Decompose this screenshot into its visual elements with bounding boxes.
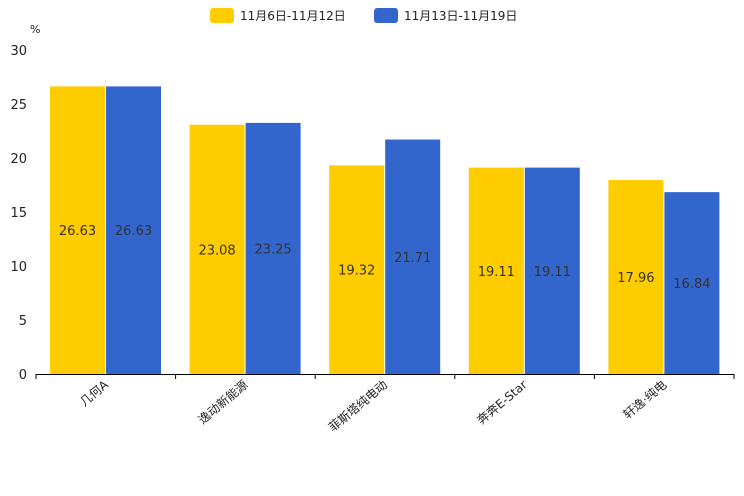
x-axis: 几何A 逸动新能源 菲斯塔纯电动 奔奔E-Star 轩逸·纯电 [35, 374, 735, 435]
bar [50, 86, 105, 375]
y-tick-label: 15 [10, 206, 27, 221]
y-tick-label: 0 [19, 368, 27, 383]
bar [524, 167, 580, 374]
legend-label-series-1: 11月6日-11月12日 [240, 9, 346, 23]
legend-swatch-series-2 [374, 8, 398, 23]
x-category-label: 几何A [77, 377, 111, 409]
data-label: 16.84 [673, 277, 710, 292]
bar [329, 165, 385, 374]
data-label: 19.11 [534, 265, 571, 280]
data-label: 19.32 [338, 264, 375, 279]
y-tick-label: 30 [10, 44, 27, 59]
x-category-label: 逸动新能源 [195, 377, 251, 427]
data-label: 19.11 [478, 265, 515, 280]
legend: 11月6日-11月12日 11月13日-11月19日 [210, 8, 517, 23]
bar [468, 167, 524, 374]
legend-swatch-series-1 [210, 8, 234, 23]
x-category-label: 轩逸·纯电 [621, 378, 670, 422]
bar [189, 124, 245, 375]
data-label: 17.96 [617, 271, 654, 286]
data-label: 26.63 [59, 224, 96, 239]
y-axis-unit-label: % [30, 23, 40, 36]
x-category-label: 菲斯塔纯电动 [326, 378, 390, 435]
bar [385, 139, 441, 374]
bar-series [50, 86, 720, 375]
y-tick-label: 25 [10, 98, 27, 113]
bar [608, 180, 664, 374]
x-category-label: 奔奔E-Star [474, 378, 529, 428]
y-axis-ticks: 0 5 10 15 20 25 30 [10, 44, 27, 383]
data-label: 23.25 [254, 242, 291, 257]
bar [664, 192, 720, 374]
y-tick-label: 20 [10, 152, 27, 167]
data-label: 23.08 [198, 243, 235, 258]
data-label: 21.71 [394, 251, 431, 266]
y-tick-label: 5 [19, 314, 27, 329]
data-labels: 26.63 26.63 23.08 23.25 19.32 21.71 19.11 19.11… [59, 224, 711, 292]
data-label: 26.63 [115, 224, 152, 239]
bar [245, 122, 301, 375]
bar [106, 86, 161, 375]
legend-label-series-2: 11月13日-11月19日 [404, 9, 517, 23]
y-tick-label: 10 [10, 260, 27, 275]
